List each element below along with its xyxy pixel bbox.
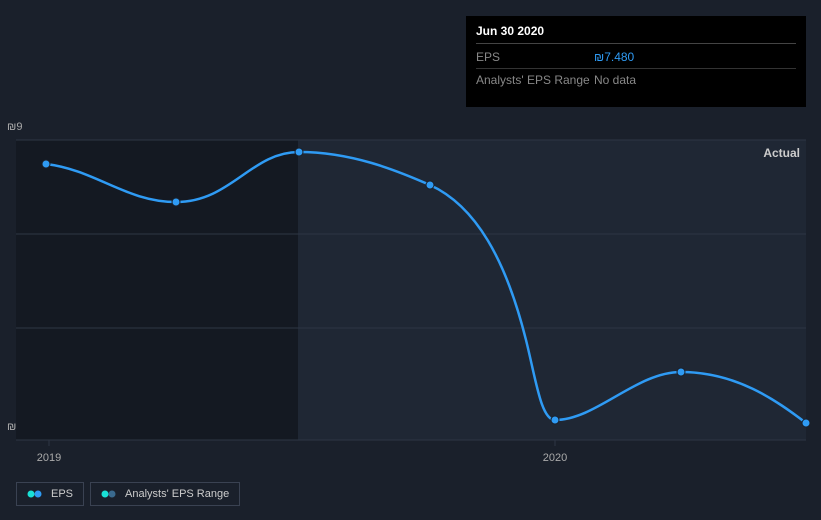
legend-swatch-eps: [27, 490, 43, 498]
legend-swatch-range: [101, 490, 117, 498]
legend-label-eps: EPS: [51, 488, 73, 500]
x-tick-1-label: 2020: [543, 452, 567, 464]
legend: EPS Analysts' EPS Range: [16, 482, 240, 506]
tooltip-row-eps-label: EPS: [476, 50, 594, 64]
eps-line-chart[interactable]: [16, 140, 806, 460]
x-tick-0-label: 2019: [37, 452, 61, 464]
legend-label-range: Analysts' EPS Range: [125, 488, 229, 500]
legend-item-eps[interactable]: EPS: [16, 482, 84, 506]
legend-item-range[interactable]: Analysts' EPS Range: [90, 482, 240, 506]
x-tick-0: 2019: [37, 452, 61, 464]
chart-container: Jun 30 2020 EPS ₪7.480 Analysts' EPS Ran…: [0, 0, 821, 520]
tooltip-row-range-label: Analysts' EPS Range: [476, 73, 594, 87]
tooltip-row-eps: EPS ₪7.480: [476, 48, 796, 69]
tooltip-row-range-value: No data: [594, 73, 636, 87]
tooltip-row-range: Analysts' EPS Range No data: [476, 71, 796, 89]
x-tick-1: 2020: [543, 452, 567, 464]
tooltip-date: Jun 30 2020: [476, 24, 796, 44]
chart-area: Actual: [16, 140, 806, 440]
tooltip-box: Jun 30 2020 EPS ₪7.480 Analysts' EPS Ran…: [466, 16, 806, 107]
actual-label: Actual: [763, 146, 800, 160]
tooltip-row-eps-value: ₪7.480: [594, 50, 634, 64]
y-tick-top-label: ₪9: [7, 121, 22, 133]
